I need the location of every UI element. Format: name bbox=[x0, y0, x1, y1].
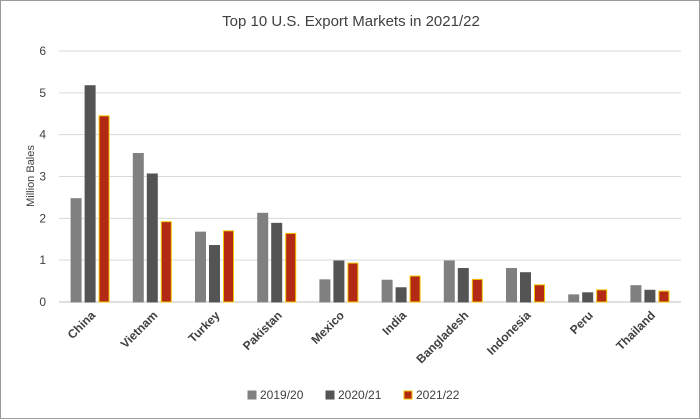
x-tick-label: Mexico bbox=[308, 308, 347, 347]
legend-swatch bbox=[403, 390, 413, 400]
bar-2020-21-turkey bbox=[209, 245, 220, 303]
bar-2019-20-china bbox=[70, 198, 82, 303]
bar-2021-22-peru bbox=[596, 289, 608, 303]
legend-swatch bbox=[247, 390, 257, 400]
x-tick-label: Turkey bbox=[186, 308, 223, 345]
x-tick-label: Thailand bbox=[613, 308, 658, 353]
bar-2021-22-turkey bbox=[223, 230, 234, 303]
y-tick-label: 6 bbox=[39, 44, 46, 58]
x-tick-label: Bangladesh bbox=[413, 308, 471, 366]
legend-swatch bbox=[325, 390, 335, 400]
y-tick-label: 0 bbox=[39, 295, 46, 309]
bar-2019-20-vietnam bbox=[132, 152, 144, 303]
x-tick-labels: China Vietnam Turkey Pakistan Mexico India Ban… bbox=[65, 308, 658, 366]
bar-2020-21-mexico bbox=[333, 260, 345, 303]
bar-2020-21-bangladesh bbox=[457, 268, 469, 303]
bar-2021-22-vietnam bbox=[160, 221, 172, 303]
bar-2019-20-pakistan bbox=[257, 212, 269, 303]
x-tick-label: Indonesia bbox=[484, 308, 534, 358]
x-tick-label: Pakistan bbox=[240, 308, 285, 353]
bar-2020-21-vietnam bbox=[146, 173, 158, 303]
bar-2020-21-china bbox=[84, 85, 96, 303]
y-axis-label: Million Bales bbox=[25, 145, 37, 207]
bar-2020-21-thailand bbox=[644, 289, 656, 303]
bar-2021-22-pakistan bbox=[285, 232, 297, 303]
bar-2019-20-turkey bbox=[195, 231, 206, 303]
bar-2021-22-thailand bbox=[658, 290, 670, 303]
legend-label: 2019/20 bbox=[260, 388, 304, 402]
bar-2021-22-china bbox=[98, 115, 110, 303]
bar-2021-22-bangladesh bbox=[471, 278, 483, 303]
y-tick-label: 1 bbox=[39, 253, 46, 267]
bar-2021-22-mexico bbox=[347, 262, 359, 303]
y-tick-label: 3 bbox=[39, 170, 46, 184]
bar-2019-20-india bbox=[381, 279, 393, 303]
bar-2019-20-indonesia bbox=[506, 268, 517, 303]
x-tick-label: Vietnam bbox=[118, 308, 161, 351]
bar-2020-21-peru bbox=[582, 292, 594, 303]
bar-2021-22-india bbox=[409, 275, 421, 303]
y-tick-label: 5 bbox=[39, 86, 46, 100]
legend: 2019/20 2020/21 2021/22 bbox=[247, 388, 460, 402]
bar-2019-20-bangladesh bbox=[443, 260, 455, 303]
y-tick-labels: 0 1 2 3 4 5 6 bbox=[39, 44, 46, 309]
bar-2020-21-indonesia bbox=[520, 272, 531, 303]
legend-label: 2021/22 bbox=[416, 388, 460, 402]
x-tick-label: China bbox=[65, 308, 99, 342]
bar-2020-21-pakistan bbox=[271, 222, 283, 303]
bar-2019-20-peru bbox=[568, 294, 580, 303]
y-tick-label: 2 bbox=[39, 211, 46, 225]
y-tick-label: 4 bbox=[39, 128, 46, 142]
bar-2019-20-thailand bbox=[630, 285, 642, 303]
bar-2019-20-mexico bbox=[319, 279, 331, 303]
bars bbox=[70, 85, 670, 303]
chart-title: Top 10 U.S. Export Markets in 2021/22 bbox=[222, 13, 480, 30]
bar-2021-22-indonesia bbox=[534, 284, 545, 303]
x-tick-label: India bbox=[380, 308, 410, 338]
x-tick-label: Peru bbox=[567, 308, 596, 337]
bar-2020-21-india bbox=[395, 287, 407, 303]
legend-label: 2020/21 bbox=[338, 388, 382, 402]
